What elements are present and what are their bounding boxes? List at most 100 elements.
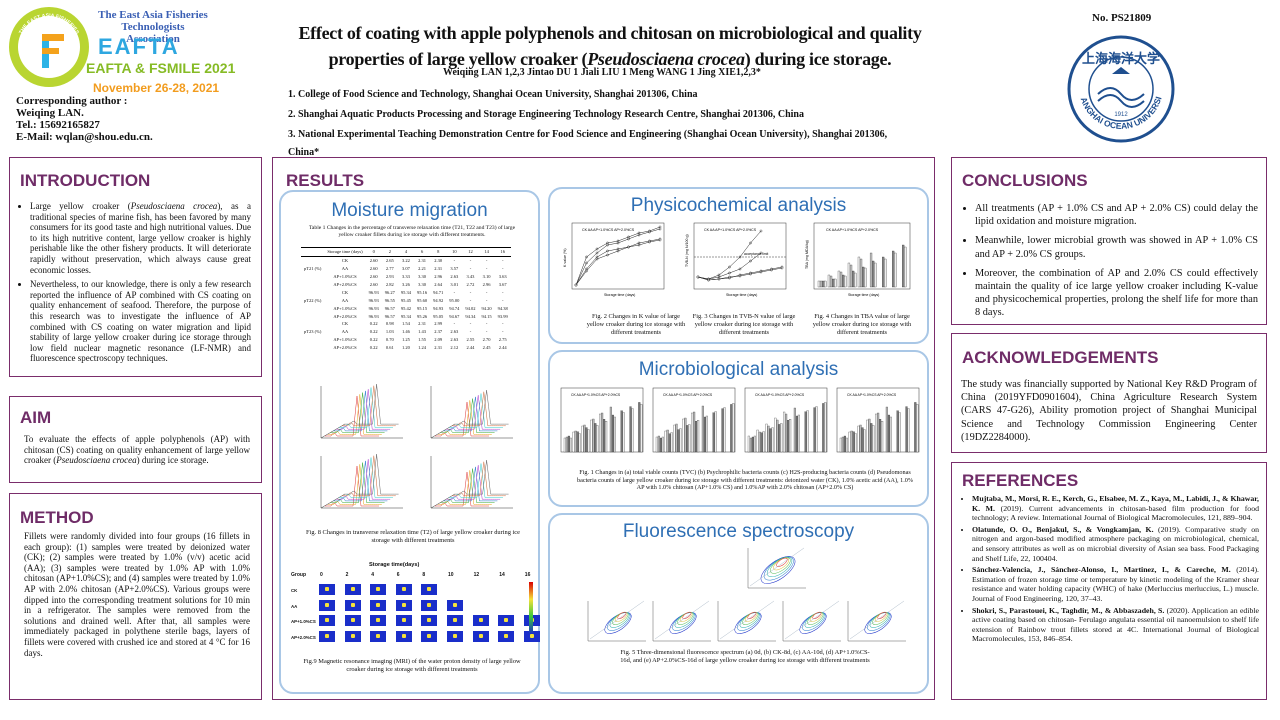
table-cell: 2.75 [498,337,507,343]
table-cell: 3.43 [466,274,475,280]
micro-bar [565,436,568,453]
table-cell: 2.60 [369,258,378,264]
affiliation-1: 1. College of Food Science and Technolog… [288,89,698,100]
fig8-spectrum-line [435,401,489,437]
poster-id: No. PS21809 [1092,12,1152,24]
micro-bar [638,402,641,453]
fig8-axis [320,493,346,509]
affiliation-3: 3. National Experimental Teaching Demons… [288,129,888,158]
micro-bar [592,418,595,453]
mri-day-label: 8 [422,572,426,578]
micro-bar [703,416,706,453]
micro-bar [691,412,694,453]
tba-bar [852,270,855,288]
micro-bar [693,411,696,453]
table-cell: - [453,289,456,295]
micro-bar [785,413,788,453]
micro-bar [896,410,899,453]
fig8-spectrum-line [437,470,492,505]
acknowledgements-panel: ACKNOWLEDGEMENTS The study was financial… [951,333,1267,453]
chart-series-line [575,238,661,286]
table-cell: 2.09 [434,337,443,343]
corr-tel: Tel.: 15692165827 [16,119,100,131]
micro-bar [670,432,673,453]
table-header-cell: 14 [478,247,495,257]
table-cell: 3.33 [402,274,410,280]
table-cell: 95.34 [400,313,411,319]
table-cell [301,336,324,344]
fig8-spectrum-line [440,398,495,433]
micro-bar [601,412,604,453]
micro-bar [776,419,779,453]
micro-bar [767,425,770,453]
micro-bar [583,424,586,453]
corr-name: Weiqing LAN. [16,107,84,119]
tba-bar [817,280,821,288]
fig8-spectrum-line [339,387,393,428]
table-cell: AA [341,266,349,272]
table-cell [301,344,324,352]
university-seal-icon: SHANGHAI OCEAN UNIVERSITY 上海海洋大学 1912 [1066,34,1175,143]
table-cell: AA [341,329,349,335]
micro-bar [747,435,750,453]
micro-bar [780,423,783,453]
mri-row-label: AP+2.0%CS [291,634,316,640]
fluor-contour [799,612,827,634]
table-cell: - [485,266,488,272]
table-cell: - [485,289,488,295]
fluor-contour [604,612,632,634]
micro-bar [879,419,882,453]
introduction-heading: INTRODUCTION [20,171,151,190]
micro-bar [677,429,680,453]
micro-bar [824,402,827,453]
authors: Weiqing LAN 1,2,3 Jintao DU 1 Jiali LIU … [443,67,761,78]
table-cell: CK [341,289,349,295]
micro-bar [655,436,658,453]
fluor-contour [669,612,697,634]
table-cell: 1.03 [385,329,394,335]
aim-heading: AIM [20,408,52,427]
micro-bar [760,432,763,453]
micro-bar [613,416,616,453]
micro-bar [723,407,726,453]
micro-bar [905,406,908,453]
table-cell: 3.26 [402,282,410,287]
micro-bar [852,431,855,453]
table-cell: 94.02 [465,305,476,311]
reference-item: Mujtaba, M., Morsi, R. E., Kerch, G., El… [972,494,1259,523]
table-cell: 96.93 [368,305,379,311]
table-cell: - [469,329,472,335]
table-cell: - [453,321,456,327]
table-cell: 93.99 [497,313,508,319]
table-cell: 3.67 [498,282,507,287]
poster-title: Effect of coating with apple polyphenols… [298,23,922,69]
table-cell: 0.70 [385,337,394,343]
fig8-axis [430,493,456,509]
table-cell: AP+2.0%CS [333,313,357,319]
table-cell [301,304,324,312]
fluor-diagonal [589,600,645,640]
fig5-caption: Fig. 5 Three-dimensional fluorescence sp… [620,649,870,664]
mri-image-cell [344,630,361,642]
fig8-axis [320,423,346,439]
micro-bar [581,425,584,453]
micro-bar [859,424,862,453]
table-cell: 2.63 [450,274,459,280]
table-cell: 2.44 [498,345,507,351]
micro-bar [783,411,786,453]
fig8-relaxation-spectra [320,384,513,509]
table-cell: - [501,297,504,303]
fig8-spectrum-line [446,465,501,500]
moisture-heading: Moisture migration [331,200,488,221]
table-cell: 96.93 [368,289,379,295]
fluor-diagonal [719,600,775,640]
chart-ylabel: K value (%) [563,248,567,267]
micro-bar [848,431,851,453]
fluor-diagonal [749,547,805,587]
tba-bar [847,262,851,288]
micro-bar [666,429,669,453]
micro-bar [854,433,857,453]
fluor-contour [617,611,627,619]
micro-bar [795,415,798,453]
micro-bar [822,403,825,453]
